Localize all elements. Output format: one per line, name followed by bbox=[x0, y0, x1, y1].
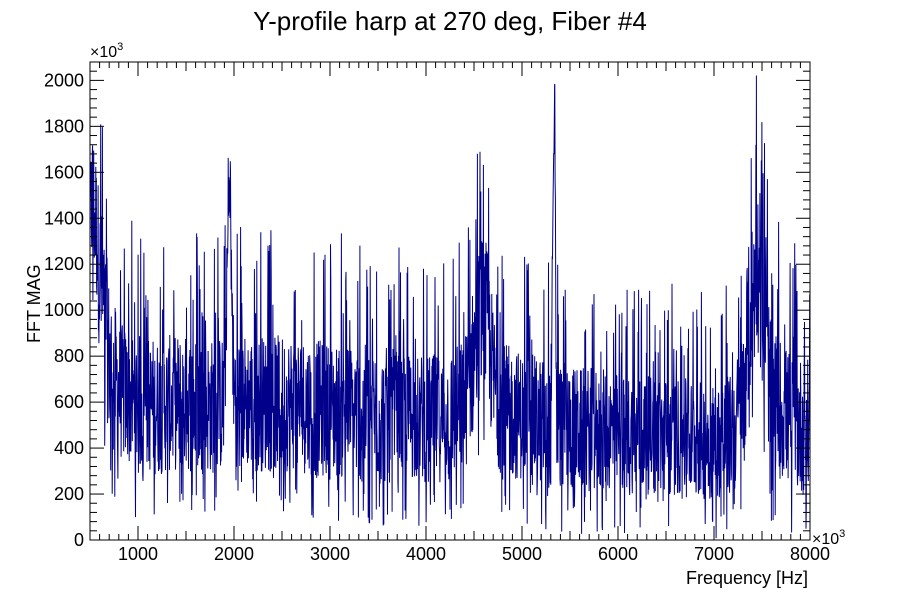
y-tick-label: 1200 bbox=[44, 254, 84, 274]
y-tick-label: 1400 bbox=[44, 208, 84, 228]
x-tick-label: 5000 bbox=[502, 544, 542, 564]
series-layer bbox=[89, 75, 811, 539]
fft-series-line bbox=[89, 75, 811, 539]
y-tick-label: 200 bbox=[54, 484, 84, 504]
y-tick-label: 2000 bbox=[44, 70, 84, 90]
x-tick-label: 6000 bbox=[598, 544, 638, 564]
x-multiplier-exp: 3 bbox=[839, 528, 845, 540]
x-axis: 1000 2000 3000 4000 5000 6000 7000 8000 bbox=[89, 62, 830, 564]
y-tick-label: 0 bbox=[74, 530, 84, 550]
x-multiplier-label: ×103 bbox=[812, 528, 845, 548]
y-tick-label: 1000 bbox=[44, 300, 84, 320]
y-tick-label: 400 bbox=[54, 438, 84, 458]
y-tick-label: 800 bbox=[54, 346, 84, 366]
x-multiplier-base: ×10 bbox=[812, 531, 839, 548]
y-tick-label: 1800 bbox=[44, 116, 84, 136]
y-tick-label: 600 bbox=[54, 392, 84, 412]
y-axis-label: FFT MAG bbox=[24, 264, 44, 343]
x-axis-label: Frequency [Hz] bbox=[686, 568, 808, 588]
x-tick-label: 2000 bbox=[214, 544, 254, 564]
x-tick-label: 7000 bbox=[694, 544, 734, 564]
chart-title: Y-profile harp at 270 deg, Fiber #4 bbox=[253, 6, 647, 36]
y-multiplier-base: ×10 bbox=[90, 44, 117, 61]
y-axis: 0 200 400 600 800 1000 1200 1400 1600 1800 2000 bbox=[44, 61, 810, 550]
x-tick-label: 3000 bbox=[310, 544, 350, 564]
y-multiplier-exp: 3 bbox=[117, 41, 123, 53]
x-tick-label: 8000 bbox=[790, 544, 830, 564]
y-tick-label: 1600 bbox=[44, 162, 84, 182]
x-tick-label: 1000 bbox=[118, 544, 158, 564]
x-tick-label: 4000 bbox=[406, 544, 446, 564]
plot-area bbox=[89, 61, 811, 541]
y-multiplier-label: ×103 bbox=[90, 41, 123, 61]
